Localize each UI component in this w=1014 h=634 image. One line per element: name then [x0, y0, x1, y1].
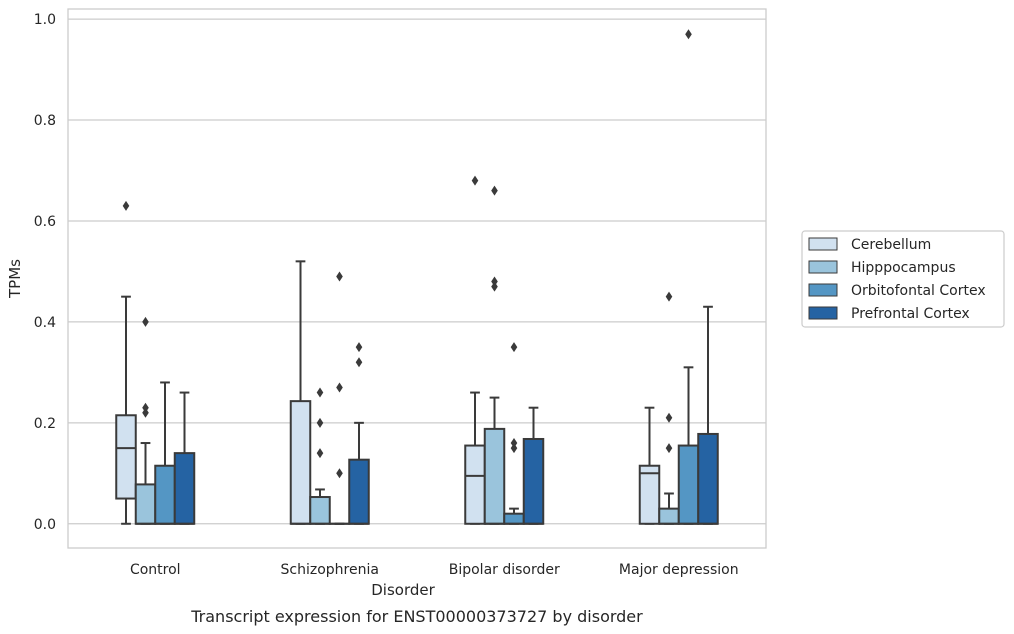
outlier-point [316, 448, 324, 459]
outlier-point [510, 342, 518, 353]
legend-label: Prefrontal Cortex [851, 306, 970, 322]
box-body [658, 507, 680, 525]
box-1-1 [309, 387, 331, 525]
legend-swatch [808, 306, 838, 320]
x-tick-label: Major depression [619, 562, 739, 578]
box-body [464, 444, 486, 525]
legend: Cerebellum Hipppocampus Orbitofontal Corte… [801, 230, 1005, 328]
box-2-2 [503, 342, 525, 525]
legend-swatch [808, 260, 838, 274]
chart-caption: Transcript expression for ENST0000037372… [190, 607, 643, 626]
legend-frame [801, 230, 1005, 328]
plot-frame [67, 8, 767, 549]
box-body [134, 483, 157, 525]
y-tick-label: 0.8 [34, 113, 56, 129]
y-axis-ticks: 0.0 0.2 0.4 0.6 0.8 1.0 [34, 12, 56, 533]
outlier-point [471, 175, 479, 186]
box-body [115, 414, 137, 500]
legend-swatch [808, 237, 838, 251]
x-axis-ticks: Control Schizophrenia Bipolar disorder Majo… [130, 562, 739, 578]
box-body [154, 464, 176, 525]
box-1-0 [289, 260, 312, 525]
outlier-point [336, 468, 343, 479]
y-axis-label: TPMs [6, 259, 24, 299]
box-body [173, 452, 196, 525]
box-body [503, 512, 525, 525]
x-tick-label: Control [130, 562, 181, 578]
box-1-2 [328, 271, 351, 525]
box-body [697, 432, 719, 525]
box-3-1 [658, 291, 680, 525]
outlier-point [665, 412, 673, 423]
box-body [289, 400, 312, 525]
y-tick-label: 1.0 [34, 12, 56, 28]
box-2-0 [464, 175, 486, 525]
boxes [115, 29, 719, 525]
outlier-point [665, 291, 673, 302]
box-2-1 [483, 185, 506, 525]
box-body [348, 458, 370, 525]
x-tick-label: Bipolar disorder [449, 562, 560, 578]
box-3-0 [638, 406, 661, 525]
x-axis-label: Disorder [371, 581, 435, 599]
box-body [309, 496, 331, 525]
y-tick-label: 0.6 [34, 214, 56, 230]
legend-label: Hipppocampus [851, 260, 956, 276]
legend-label: Cerebellum [851, 237, 931, 253]
outlier-point [510, 443, 518, 454]
outlier-point [510, 438, 518, 449]
outlier-point [491, 185, 498, 196]
y-tick-label: 0.4 [34, 315, 56, 331]
outlier-point [316, 417, 324, 428]
outlier-point [685, 29, 692, 40]
outlier-point [122, 200, 130, 211]
y-tick-label: 0.2 [34, 416, 56, 432]
outlier-point [491, 276, 498, 287]
box-0-3 [173, 391, 196, 525]
outlier-point [336, 382, 343, 393]
plot-area [67, 8, 767, 549]
box-body [483, 427, 506, 525]
legend-swatch [808, 283, 838, 297]
box-3-3 [697, 305, 719, 525]
x-tick-label: Schizophrenia [281, 562, 379, 578]
outlier-point [355, 342, 363, 353]
outlier-point [142, 407, 149, 418]
outlier-point [355, 357, 363, 368]
outlier-point [316, 387, 324, 398]
box-body [522, 437, 545, 525]
legend-label: Orbitofontal Cortex [851, 283, 986, 299]
outlier-point [142, 316, 149, 327]
box-0-0 [115, 200, 137, 525]
box-3-2 [677, 29, 700, 525]
outlier-point [665, 443, 673, 454]
outlier-point [336, 271, 343, 282]
y-tick-label: 0.0 [34, 517, 56, 533]
box-1-3 [348, 342, 370, 525]
box-body [638, 464, 661, 525]
box-body [677, 444, 700, 525]
outlier-point [142, 402, 149, 413]
box-2-3 [522, 406, 545, 525]
outlier-point [491, 281, 498, 292]
